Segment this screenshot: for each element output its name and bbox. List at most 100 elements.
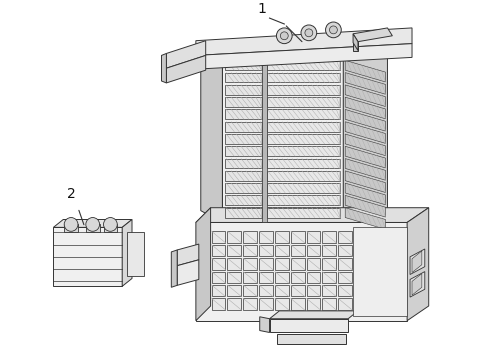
Polygon shape xyxy=(411,251,421,273)
Polygon shape xyxy=(345,85,385,107)
Polygon shape xyxy=(227,258,241,270)
Polygon shape xyxy=(352,28,391,42)
Polygon shape xyxy=(227,231,241,243)
Polygon shape xyxy=(290,298,304,310)
Polygon shape xyxy=(227,271,241,283)
Polygon shape xyxy=(261,55,266,222)
Polygon shape xyxy=(306,298,320,310)
Polygon shape xyxy=(243,298,257,310)
Polygon shape xyxy=(345,171,385,193)
Polygon shape xyxy=(306,285,320,297)
Polygon shape xyxy=(338,245,351,256)
Polygon shape xyxy=(266,73,340,82)
Polygon shape xyxy=(345,195,385,217)
Polygon shape xyxy=(227,245,241,256)
Polygon shape xyxy=(53,220,132,228)
Polygon shape xyxy=(225,208,261,217)
Polygon shape xyxy=(225,146,261,156)
Text: 1: 1 xyxy=(257,2,265,16)
Polygon shape xyxy=(225,73,261,82)
Polygon shape xyxy=(274,258,288,270)
Polygon shape xyxy=(322,231,336,243)
Polygon shape xyxy=(177,244,199,266)
Polygon shape xyxy=(274,298,288,310)
Polygon shape xyxy=(64,224,78,232)
Polygon shape xyxy=(225,109,261,119)
Polygon shape xyxy=(259,298,272,310)
Polygon shape xyxy=(306,271,320,283)
Polygon shape xyxy=(227,285,241,297)
Polygon shape xyxy=(243,245,257,256)
Polygon shape xyxy=(269,319,347,333)
Polygon shape xyxy=(269,311,357,319)
Polygon shape xyxy=(345,122,385,143)
Polygon shape xyxy=(277,334,346,344)
Polygon shape xyxy=(345,134,385,156)
Polygon shape xyxy=(86,224,100,232)
Circle shape xyxy=(103,217,117,231)
Polygon shape xyxy=(274,285,288,297)
Text: 2: 2 xyxy=(66,187,75,201)
Polygon shape xyxy=(225,97,261,107)
Polygon shape xyxy=(222,55,343,222)
Polygon shape xyxy=(243,271,257,283)
Polygon shape xyxy=(211,258,225,270)
Polygon shape xyxy=(211,245,225,256)
Polygon shape xyxy=(196,222,407,321)
Polygon shape xyxy=(196,208,428,222)
Polygon shape xyxy=(259,285,272,297)
Polygon shape xyxy=(225,159,261,168)
Polygon shape xyxy=(266,134,340,144)
Polygon shape xyxy=(306,258,320,270)
Polygon shape xyxy=(274,245,288,256)
Polygon shape xyxy=(166,41,205,68)
Polygon shape xyxy=(411,274,421,295)
Polygon shape xyxy=(243,285,257,297)
Polygon shape xyxy=(345,146,385,168)
Polygon shape xyxy=(243,258,257,270)
Polygon shape xyxy=(290,258,304,270)
Polygon shape xyxy=(338,271,351,283)
Circle shape xyxy=(86,217,100,231)
Polygon shape xyxy=(171,250,177,287)
Polygon shape xyxy=(345,73,385,94)
Polygon shape xyxy=(345,159,385,180)
Polygon shape xyxy=(266,195,340,205)
Polygon shape xyxy=(201,44,222,222)
Polygon shape xyxy=(343,42,386,222)
Polygon shape xyxy=(225,171,261,181)
Polygon shape xyxy=(345,208,385,229)
Polygon shape xyxy=(243,231,257,243)
Polygon shape xyxy=(290,245,304,256)
Polygon shape xyxy=(352,34,357,50)
Polygon shape xyxy=(322,298,336,310)
Polygon shape xyxy=(122,220,132,286)
Polygon shape xyxy=(259,258,272,270)
Polygon shape xyxy=(161,53,166,83)
Polygon shape xyxy=(345,183,385,205)
Polygon shape xyxy=(338,231,351,243)
Polygon shape xyxy=(196,208,210,321)
Polygon shape xyxy=(409,249,424,275)
Polygon shape xyxy=(409,271,424,297)
Polygon shape xyxy=(306,231,320,243)
Circle shape xyxy=(276,28,291,44)
Polygon shape xyxy=(322,245,336,256)
Polygon shape xyxy=(345,109,385,131)
Polygon shape xyxy=(352,228,407,316)
Polygon shape xyxy=(266,183,340,193)
Polygon shape xyxy=(345,97,385,119)
Polygon shape xyxy=(225,122,261,131)
Polygon shape xyxy=(259,317,269,333)
Polygon shape xyxy=(53,228,122,286)
Polygon shape xyxy=(196,28,411,55)
Polygon shape xyxy=(211,298,225,310)
Polygon shape xyxy=(338,285,351,297)
Polygon shape xyxy=(259,231,272,243)
Polygon shape xyxy=(166,55,205,83)
Circle shape xyxy=(280,32,287,40)
Circle shape xyxy=(329,26,337,34)
Polygon shape xyxy=(225,134,261,144)
Polygon shape xyxy=(266,85,340,95)
Polygon shape xyxy=(266,60,340,70)
